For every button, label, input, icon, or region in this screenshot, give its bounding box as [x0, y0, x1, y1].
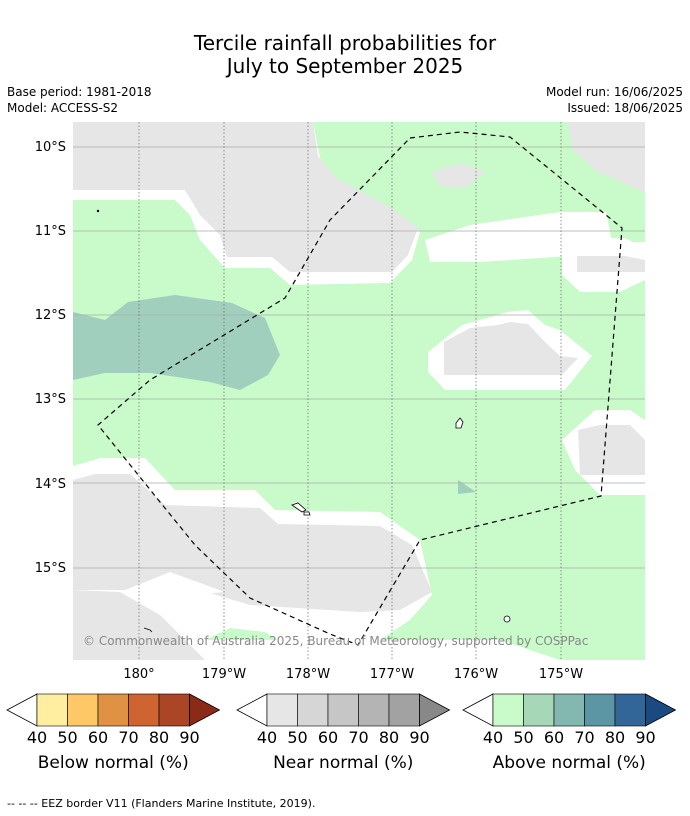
near-colorbar-segment [388, 693, 420, 727]
above-colorbar-under-arrow [462, 693, 494, 727]
above-normal-50-region [458, 480, 476, 494]
above-colorbar-tick: 40 [482, 728, 504, 747]
above-colorbar-tick: 50 [513, 728, 534, 747]
near-colorbar-tick: 50 [287, 728, 308, 747]
islands [96, 209, 511, 633]
model-run: Model run: 16/06/2025 [545, 85, 683, 99]
near-normal-region [444, 322, 578, 375]
lon-label: 177°W [370, 667, 414, 682]
eez-footnote: -- -- -- EEZ border V11 (Flanders Marine… [7, 797, 316, 810]
map-plot-area: © Commonwealth of Australia 2025, Bureau… [73, 122, 645, 660]
near-normal-region [578, 425, 645, 475]
below-colorbar-over-arrow [189, 693, 221, 727]
eez-border [97, 131, 623, 646]
above-colorbar-segment [553, 693, 585, 727]
near-normal-region [568, 122, 645, 192]
above-colorbar-tick: 90 [635, 728, 656, 747]
near-colorbar-label: Near normal (%) [273, 753, 414, 773]
below-colorbar-tick: 60 [87, 728, 109, 747]
below-colorbar-segment [67, 693, 99, 727]
near-colorbar-tick: 80 [378, 728, 400, 747]
issued-date: Issued: 18/06/2025 [567, 101, 683, 115]
above-colorbar-segment [523, 693, 555, 727]
near-colorbar-tick: 40 [256, 728, 278, 747]
island [143, 627, 153, 633]
island [96, 209, 100, 213]
lon-label: 176°W [454, 667, 498, 682]
base-period: Base period: 1981-2018 [7, 85, 152, 99]
map-figure: © Commonwealth of Australia 2025, Bureau… [6, 122, 677, 727]
above-colorbar-tick: 70 [574, 728, 595, 747]
latitude-gridlines [73, 146, 645, 569]
near-colorbar-segment [266, 693, 298, 727]
latitude-labels: 10°S 11°S 12°S 13°S 14°S 15°S [35, 140, 66, 576]
above-colorbar-tick: 80 [604, 728, 626, 747]
above-colorbar-segment [584, 693, 616, 727]
near-colorbar-under-arrow [236, 693, 268, 727]
near-normal-region [73, 122, 418, 272]
copyright-text: © Commonwealth of Australia 2025, Bureau… [83, 634, 588, 648]
above-colorbar-segment [492, 693, 524, 727]
colorbars [6, 693, 677, 727]
below-colorbar-tick: 40 [26, 728, 48, 747]
near-normal-region [432, 163, 486, 188]
white-zone [120, 572, 225, 600]
lat-label: 14°S [35, 477, 66, 492]
lat-label: 13°S [35, 392, 66, 407]
longitude-gridlines [138, 122, 562, 660]
lon-label: 175°W [539, 667, 583, 682]
above-colorbar-over-arrow [645, 693, 677, 727]
near-normal-region [577, 256, 645, 272]
island [455, 417, 464, 429]
below-colorbar-segment [97, 693, 129, 727]
below-colorbar-tick: 90 [179, 728, 200, 747]
near-colorbar-tick: 70 [348, 728, 369, 747]
below-colorbar-tick: 50 [57, 728, 78, 747]
below-colorbar-tick: 80 [148, 728, 170, 747]
model-name: Model: ACCESS-S2 [7, 101, 119, 115]
lon-label: 180° [123, 667, 154, 682]
below-colorbar-tick: 70 [118, 728, 139, 747]
above-colorbar-tick: 60 [543, 728, 565, 747]
above-normal-region [500, 575, 645, 660]
above-colorbar-label: Above normal (%) [492, 753, 646, 773]
near-colorbar-tick: 60 [317, 728, 339, 747]
near-colorbar-tick: 90 [409, 728, 430, 747]
map-title-line1: Tercile rainfall probabilities for [193, 31, 497, 55]
below-colorbar-segment [36, 693, 68, 727]
below-colorbar-label: Below normal (%) [37, 753, 189, 773]
near-colorbar-segment [327, 693, 359, 727]
near-colorbar-segment [358, 693, 390, 727]
below-colorbar-segment [128, 693, 160, 727]
island [291, 502, 307, 513]
below-colorbar-under-arrow [6, 693, 38, 727]
lat-label: 11°S [35, 224, 66, 239]
lat-label: 15°S [35, 561, 66, 576]
lat-label: 10°S [35, 140, 66, 155]
map-title-line2: July to September 2025 [226, 54, 464, 78]
near-colorbar-over-arrow [419, 693, 451, 727]
lon-label: 179°W [202, 667, 246, 682]
lon-label: 178°W [286, 667, 330, 682]
longitude-labels: 180° 179°W 178°W 177°W 176°W 175°W [123, 667, 583, 682]
white-zone [73, 640, 645, 660]
below-colorbar-segment [158, 693, 190, 727]
island [503, 615, 511, 623]
above-colorbar-segment [614, 693, 646, 727]
lat-label: 12°S [35, 308, 66, 323]
island [303, 511, 311, 516]
near-colorbar-segment [297, 693, 329, 727]
above-normal-50-region [73, 295, 280, 390]
